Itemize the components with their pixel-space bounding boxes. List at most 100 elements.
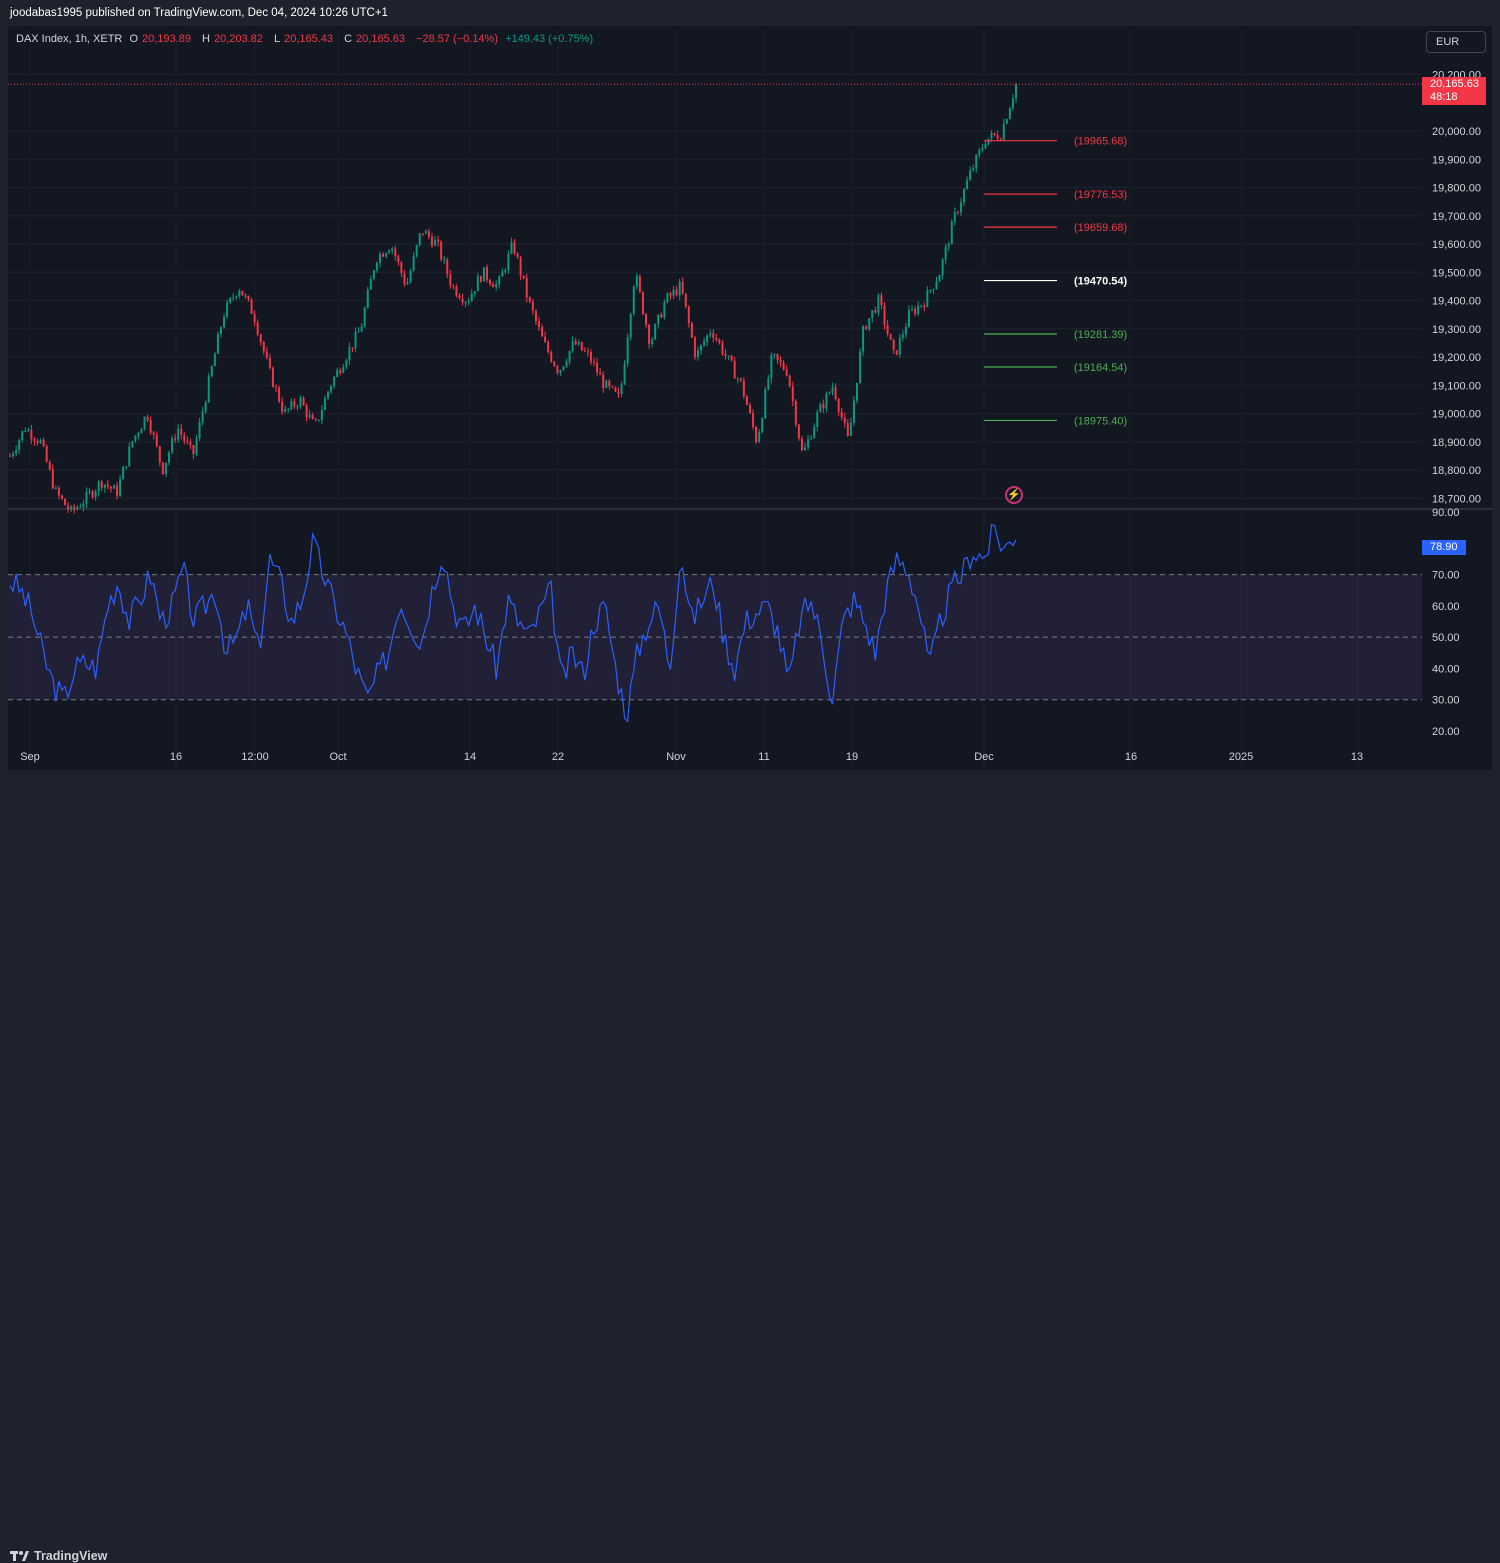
candle-body <box>275 387 278 389</box>
candle-body <box>929 290 932 292</box>
candle-body <box>446 259 449 275</box>
candle-body <box>804 447 807 451</box>
candle-body <box>216 334 219 354</box>
candle-body <box>859 351 862 383</box>
change-value: −28.57 (−0.14%) <box>416 33 498 45</box>
candle-body <box>596 362 599 373</box>
candle-body <box>357 331 360 333</box>
candle-body <box>675 289 678 296</box>
candle-body <box>369 279 372 290</box>
candle-body <box>85 492 88 504</box>
candle-body <box>623 363 626 385</box>
time-tick-label: 11 <box>758 751 769 763</box>
candle-body <box>348 347 351 361</box>
candle-body <box>76 507 79 510</box>
candle-body <box>831 387 834 393</box>
time-tick-label: 16 <box>1125 751 1137 763</box>
candle-body <box>537 321 540 328</box>
candle-body <box>920 305 923 307</box>
candle-body <box>975 154 978 169</box>
candle-body <box>892 339 895 351</box>
last-price-value: 20,165.63 <box>1430 78 1479 90</box>
candle-body <box>122 466 125 480</box>
time-tick-label: 16 <box>170 751 182 763</box>
chart-canvas[interactable]: 90.0080.0070.0060.0050.0040.0030.0020.00… <box>0 0 1500 802</box>
candle-body <box>198 421 201 439</box>
candle-body <box>427 231 430 237</box>
candle-body <box>498 276 501 285</box>
rsi-tick-label: 90.00 <box>1432 507 1460 519</box>
candle-body <box>97 481 100 492</box>
candle-body <box>82 503 85 508</box>
candle-body <box>391 248 394 251</box>
candle-body <box>941 259 944 276</box>
currency-button[interactable]: EUR <box>1426 31 1486 53</box>
candle-body <box>617 391 620 394</box>
time-tick-label: 13 <box>1351 751 1363 763</box>
candle-body <box>956 211 959 213</box>
extra-change-value: +149.43 (+0.75%) <box>505 33 594 45</box>
candle-body <box>666 293 669 303</box>
candle-body <box>158 446 161 463</box>
candle-body <box>767 378 770 390</box>
candle-body <box>993 133 996 135</box>
candle-body <box>547 342 550 352</box>
candle-body <box>501 271 504 277</box>
candle-body <box>112 485 115 489</box>
candle-body <box>880 295 883 306</box>
level-label: (19965.68) <box>1074 136 1127 148</box>
level-label: (19281.39) <box>1074 329 1127 341</box>
candle-body <box>155 434 158 447</box>
candle-body <box>556 366 559 373</box>
candle-body <box>495 284 498 288</box>
candle-body <box>632 286 635 314</box>
candle-body <box>923 305 926 307</box>
candle-body <box>189 441 192 446</box>
candle-body <box>342 367 345 373</box>
candle-body <box>559 370 562 373</box>
candle-body <box>385 253 388 257</box>
candle-body <box>944 246 947 260</box>
candle-body <box>131 441 134 447</box>
candle-body <box>739 378 742 381</box>
candle-body <box>345 360 348 368</box>
tradingview-icon <box>10 1551 29 1561</box>
candle-body <box>807 439 810 448</box>
candle-body <box>140 428 143 434</box>
rsi-tick-label: 50.00 <box>1432 632 1460 644</box>
candle-body <box>434 239 437 246</box>
candle-body <box>287 408 290 410</box>
candle-body <box>64 498 67 506</box>
candle-body <box>593 362 596 364</box>
candle-body <box>580 342 583 351</box>
candle-body <box>137 433 140 436</box>
candle-body <box>330 385 333 392</box>
candle-body <box>791 386 794 402</box>
candle-body <box>128 446 131 467</box>
top-bar: joodabas1995 published on TradingView.co… <box>0 0 1500 26</box>
candle-body <box>39 439 42 443</box>
candle-body <box>599 372 602 375</box>
tradingview-logo[interactable]: TradingView <box>10 1549 107 1563</box>
lightning-icon[interactable]: ⚡ <box>1005 486 1023 504</box>
candle-body <box>886 324 889 334</box>
candle-body <box>27 429 30 432</box>
candle-body <box>727 355 730 357</box>
time-tick-label: Nov <box>666 751 686 763</box>
candle-body <box>810 438 813 440</box>
candle-body <box>213 353 216 367</box>
close-label: C <box>344 33 353 45</box>
candle-body <box>788 375 791 387</box>
candle-body <box>461 298 464 303</box>
price-tick-label: 19,000.00 <box>1432 409 1481 421</box>
low-value: 20,165.43 <box>284 33 334 45</box>
candle-body <box>174 438 177 440</box>
symbol-label[interactable]: DAX Index, 1h, XETR <box>16 33 123 45</box>
candle-body <box>837 399 840 412</box>
candle-body <box>959 202 962 213</box>
candle-body <box>589 352 592 363</box>
candle-body <box>146 416 149 421</box>
candle-body <box>657 314 660 325</box>
candle-body <box>259 334 262 343</box>
candle-body <box>327 391 330 399</box>
